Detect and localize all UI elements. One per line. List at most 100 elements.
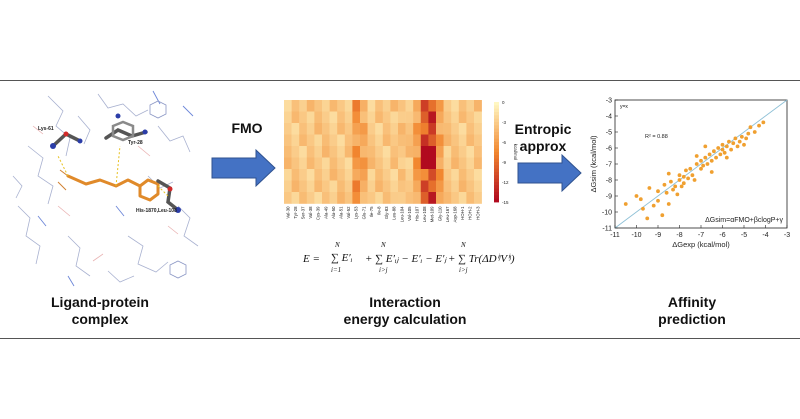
- heatmap-cell: [322, 169, 330, 181]
- heatmap-cell: [428, 111, 437, 124]
- heatmap-cell: [329, 180, 338, 193]
- heatmap-cell: [314, 100, 323, 112]
- heatmap-cell: [458, 123, 467, 135]
- residue-tick-label: Val-38: [308, 206, 313, 219]
- heatmap-cell: [458, 100, 467, 112]
- heatmap-cell: [337, 180, 346, 193]
- data-point: [718, 152, 723, 157]
- heatmap-cell: [474, 111, 482, 124]
- heatmap-cell: [451, 169, 460, 181]
- heatmap-cell: [382, 180, 391, 193]
- data-point: [666, 202, 671, 206]
- heatmap-cell: [474, 134, 482, 147]
- colorbar-segment: [494, 128, 499, 133]
- heatmap-cell: [428, 192, 437, 204]
- heatmap-cell: [451, 123, 460, 135]
- heatmap-cell: [367, 157, 376, 170]
- heatmap-cell: [344, 180, 353, 193]
- residue-tick-label: Gly-83: [384, 206, 389, 219]
- heatmap-cell: [466, 192, 475, 204]
- heatmap-cell: [458, 111, 467, 124]
- heatmap-cell: [420, 146, 429, 158]
- heatmap-cell: [375, 157, 384, 170]
- heatmap-cell: [405, 180, 414, 193]
- colorbar-segment: [494, 172, 499, 176]
- colorbar-segment: [494, 142, 499, 146]
- heatmap-cell: [352, 134, 361, 147]
- heatmap-cell: [299, 146, 308, 158]
- heatmap-cell: [405, 192, 414, 204]
- heatmap-cell: [299, 157, 308, 170]
- heatmap-cell: [306, 169, 315, 181]
- heatmap-cell: [390, 111, 399, 124]
- heatmap-cell: [428, 169, 437, 181]
- heatmap-cell: [420, 192, 429, 204]
- x-tick-label: -8: [676, 232, 682, 239]
- colorbar-segment: [494, 198, 499, 203]
- heatmap-cell: [451, 157, 460, 170]
- data-point: [666, 171, 671, 176]
- heatmap-cell: [466, 146, 475, 158]
- data-point: [660, 213, 665, 218]
- heatmap-cell: [291, 123, 300, 135]
- heatmap-cell: [306, 134, 315, 147]
- heatmap-cell: [436, 100, 444, 112]
- equation-term-1: ∑ E′ᵢ: [331, 252, 353, 264]
- residue-tick-label: Gly-110: [437, 206, 442, 221]
- heatmap-cell: [382, 157, 391, 170]
- heatmap-cell: [405, 123, 414, 135]
- heatmap-cell: [360, 123, 368, 135]
- heatmap-cell: [291, 134, 300, 147]
- heatmap-cell: [405, 134, 414, 147]
- colorbar-segment: [494, 145, 499, 150]
- heatmap-cell: [291, 192, 300, 204]
- x-tick-label: -9: [655, 232, 661, 239]
- heatmap-cell: [337, 123, 346, 135]
- entropic-line-2: approx: [519, 138, 567, 154]
- data-point: [742, 142, 746, 147]
- residue-tick-label: Val-105: [407, 206, 412, 221]
- heatmap-cell: [314, 169, 323, 181]
- sum-top-1: N: [335, 241, 340, 249]
- data-point: [690, 173, 695, 178]
- x-tick-label: -6: [719, 232, 725, 239]
- heatmap-cell: [367, 100, 376, 112]
- x-tick-label: -4: [762, 232, 768, 239]
- data-point: [720, 142, 725, 147]
- heatmap-cell: [428, 134, 437, 147]
- y-tick-label: -7: [606, 162, 612, 169]
- colorbar-segment: [494, 168, 499, 173]
- heatmap-cell: [451, 134, 460, 147]
- heatmap-cell: [398, 111, 406, 124]
- residue-tick-label: Lys-53: [354, 206, 359, 219]
- heatmap-cell: [443, 123, 452, 135]
- heatmap-cell: [443, 134, 452, 147]
- colorbar-segment: [494, 108, 499, 113]
- heatmap-cell: [329, 157, 338, 170]
- residue-tick-label: Val-30: [285, 206, 290, 219]
- heatmap-cell: [420, 123, 429, 135]
- data-point: [709, 158, 714, 163]
- colorbar-segment: [494, 122, 499, 126]
- heatmap-cell: [474, 157, 482, 170]
- heatmap-cell: [360, 146, 368, 158]
- heatmap-cell: [390, 180, 399, 193]
- residue-tick-label: Leu-167: [445, 206, 450, 222]
- identity-annotation: y=x: [620, 104, 628, 110]
- heatmap-cell: [344, 146, 353, 158]
- heatmap-cell: [458, 192, 467, 204]
- heatmap-cell: [466, 180, 475, 193]
- heatmap-cell: [390, 157, 399, 170]
- heatmap-cell: [443, 157, 452, 170]
- heatmap-cell: [413, 157, 422, 170]
- heatmap-cell: [352, 100, 361, 112]
- heatmap-cell: [451, 111, 460, 124]
- heatmap-cell: [337, 157, 346, 170]
- residue-tick-label: Ala-51: [339, 206, 344, 219]
- data-point: [737, 139, 742, 144]
- colorbar-tick-label: -9: [502, 160, 506, 165]
- data-point: [744, 136, 749, 141]
- heatmap-cell: [382, 134, 391, 147]
- heatmap-cell: [352, 123, 361, 135]
- heatmap-cell: [413, 180, 422, 193]
